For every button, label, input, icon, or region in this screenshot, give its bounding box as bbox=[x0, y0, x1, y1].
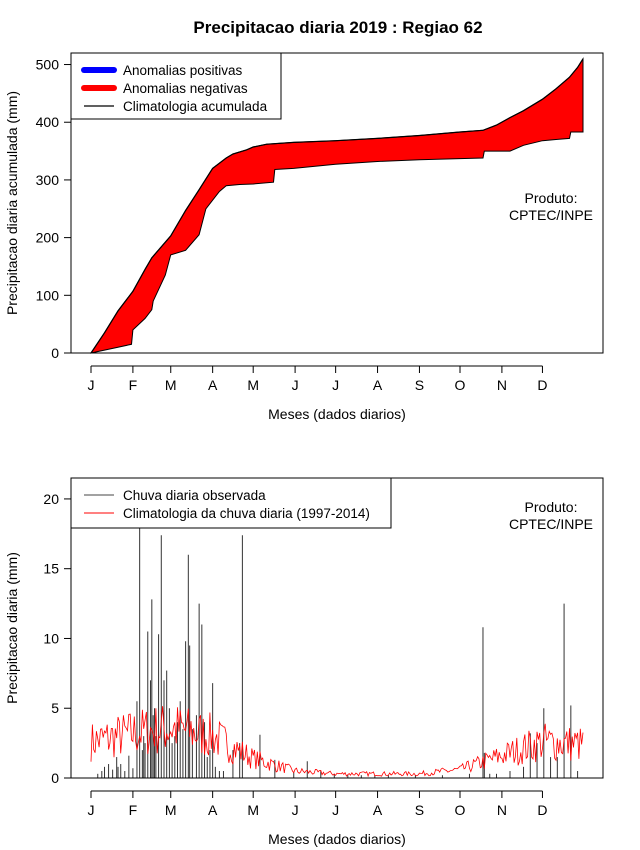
top-x-tick-label: O bbox=[455, 377, 466, 393]
top-x-tick-label: J bbox=[88, 377, 95, 393]
bottom-legend-box bbox=[70, 477, 392, 529]
bottom-product-source: CPTEC/INPE bbox=[509, 516, 593, 532]
top-y-axis: 0 100 200 300 400 500 bbox=[36, 57, 72, 361]
bottom-y-tick-label: 0 bbox=[51, 770, 59, 786]
bottom-x-tick-label: D bbox=[537, 802, 547, 818]
legend-label-observed: Chuva diaria observada bbox=[123, 488, 266, 503]
top-x-tick-label: F bbox=[129, 377, 138, 393]
bottom-x-tick-label: F bbox=[129, 802, 138, 818]
top-y-tick-label: 0 bbox=[51, 345, 59, 361]
top-y-label: Precipitacao diaria acumulada (mm) bbox=[4, 91, 20, 315]
top-product-source: CPTEC/INPE bbox=[509, 207, 593, 223]
legend-label-positive: Anomalias positivas bbox=[123, 63, 243, 78]
climatology-accumulated-line bbox=[90, 58, 584, 354]
bottom-y-tick-label: 5 bbox=[51, 700, 59, 716]
bottom-x-tick-label: M bbox=[165, 802, 177, 818]
daily-plot bbox=[90, 519, 584, 778]
top-y-tick-label: 100 bbox=[36, 287, 60, 303]
bottom-x-label: Meses (dados diarios) bbox=[268, 831, 406, 847]
top-x-tick-label: N bbox=[497, 377, 507, 393]
bottom-x-tick-label: J bbox=[332, 802, 339, 818]
legend-label-negative: Anomalias negativas bbox=[123, 81, 248, 96]
bottom-x-tick-label: J bbox=[88, 802, 95, 818]
bottom-y-tick-label: 20 bbox=[43, 491, 59, 507]
top-y-tick-label: 300 bbox=[36, 172, 60, 188]
top-x-tick-label: M bbox=[247, 377, 259, 393]
bottom-product-label: Produto: bbox=[525, 499, 578, 515]
legend-label-daily-climatology: Climatologia da chuva diaria (1997-2014) bbox=[123, 506, 370, 521]
top-x-tick-label: S bbox=[415, 377, 424, 393]
bottom-x-tick-label: J bbox=[292, 802, 299, 818]
accumulated-plot bbox=[89, 57, 584, 354]
top-x-tick-label: A bbox=[208, 377, 218, 393]
bottom-x-tick-label: S bbox=[415, 802, 424, 818]
top-y-tick-label: 500 bbox=[36, 57, 60, 73]
top-x-tick-label: J bbox=[292, 377, 299, 393]
top-x-tick-label: M bbox=[165, 377, 177, 393]
top-y-tick-label: 200 bbox=[36, 230, 60, 246]
chart-title: Precipitacao diaria 2019 : Regiao 62 bbox=[193, 18, 482, 37]
top-x-label: Meses (dados diarios) bbox=[268, 406, 406, 422]
top-x-tick-label: J bbox=[332, 377, 339, 393]
bottom-y-axis: 0 5 10 15 20 bbox=[43, 491, 72, 786]
bottom-y-tick-label: 10 bbox=[43, 630, 59, 646]
legend-label-climatology: Climatologia acumulada bbox=[123, 99, 268, 114]
top-y-tick-label: 400 bbox=[36, 114, 60, 130]
daily-climatology-line bbox=[90, 706, 584, 778]
bottom-y-tick-label: 15 bbox=[43, 561, 59, 577]
observed-rain-spikes bbox=[97, 519, 579, 778]
bottom-x-tick-label: A bbox=[208, 802, 218, 818]
bottom-x-tick-label: M bbox=[247, 802, 259, 818]
top-product-label: Produto: bbox=[525, 190, 578, 206]
bottom-y-label: Precipitacao diaria (mm) bbox=[4, 552, 20, 704]
bottom-x-tick-label: N bbox=[497, 802, 507, 818]
bottom-legend: Chuva diaria observada Climatologia da c… bbox=[70, 477, 392, 529]
top-x-tick-label: D bbox=[537, 377, 547, 393]
top-x-tick-label: A bbox=[373, 377, 383, 393]
top-legend: Anomalias positivas Anomalias negativas … bbox=[70, 52, 282, 120]
bottom-x-tick-label: O bbox=[455, 802, 466, 818]
bottom-x-tick-label: A bbox=[373, 802, 383, 818]
